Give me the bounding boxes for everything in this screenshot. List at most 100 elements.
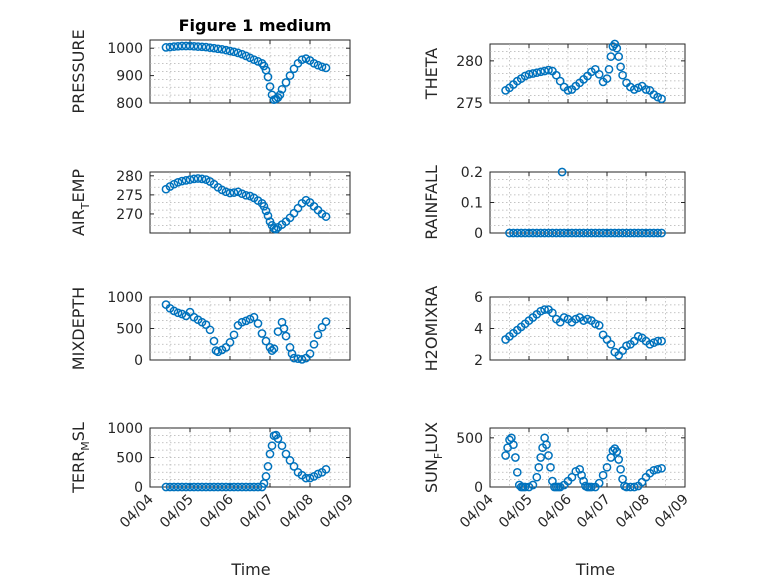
data-point [313, 469, 323, 479]
x-tick-label: 04/04 [117, 491, 157, 531]
data-point [225, 338, 235, 347]
data-point [181, 41, 191, 51]
data-point [305, 473, 315, 483]
data-point [263, 72, 273, 82]
y-tick-label: 500 [116, 322, 143, 338]
data-point [536, 306, 546, 316]
data-point [614, 455, 624, 464]
y-tick-label: 0 [134, 353, 143, 369]
data-point [237, 49, 247, 59]
data-point [594, 321, 604, 330]
x-tick-label: 04/04 [457, 491, 497, 531]
data-point [225, 482, 235, 492]
data-point [177, 176, 187, 186]
data-point [173, 308, 183, 318]
data-point [197, 174, 207, 184]
x-tick-label: 04/05 [157, 492, 197, 532]
data-point [289, 353, 299, 363]
data-point [594, 69, 604, 79]
grid-lines [490, 172, 685, 233]
data-point [263, 462, 273, 471]
y-tick-label: 800 [116, 96, 143, 112]
data-point [193, 482, 203, 492]
data-point [233, 482, 243, 492]
data-point [261, 472, 271, 481]
subplot-7: 0 500 1000 TERRMSL 04/04 04/05 04/06 04/07 04/08… [69, 421, 357, 579]
data-point [193, 174, 203, 183]
data-point [598, 470, 608, 480]
data-point [213, 44, 223, 54]
subplot-4: 0 0.1 0.2 RAINFALL [422, 165, 686, 242]
data-point [657, 336, 666, 346]
data-point [313, 330, 323, 340]
data-series [161, 300, 331, 364]
data-point [233, 48, 243, 58]
data-series [501, 39, 666, 104]
data-point [571, 314, 581, 324]
x-tick-label: 04/07 [237, 492, 277, 532]
data-point [249, 482, 259, 492]
y-tick-label: 275 [116, 188, 143, 204]
y-tick-label: 0 [474, 226, 483, 242]
y-axis-label: AIRTEMP [69, 169, 92, 236]
data-point [221, 45, 231, 55]
x-tick-label: 04/08 [277, 492, 317, 532]
subplot-2: 275 280 THETA [422, 39, 686, 112]
y-tick-label: 0.1 [461, 196, 483, 212]
data-point [185, 175, 195, 184]
data-point [285, 71, 295, 80]
data-point [629, 482, 639, 492]
data-point [559, 313, 569, 322]
data-point [209, 482, 219, 492]
chart-title: Figure 1 medium [179, 16, 332, 35]
data-point [205, 482, 215, 492]
grid-lines [490, 297, 685, 360]
data-point [181, 482, 191, 492]
data-point [197, 482, 207, 492]
data-series [501, 433, 666, 492]
data-point [173, 41, 183, 51]
y-tick-label: 2 [474, 353, 483, 369]
subplot-5: 0 500 1000 MIXDEPTH [69, 287, 351, 370]
data-point [201, 42, 211, 52]
data-point [606, 339, 616, 349]
data-point [265, 449, 275, 459]
data-point [616, 62, 625, 72]
data-series [161, 430, 331, 492]
data-point [289, 462, 299, 471]
data-point [594, 478, 604, 488]
data-point [177, 41, 187, 51]
data-point [201, 482, 211, 492]
data-point [189, 41, 199, 51]
data-point [653, 336, 663, 346]
x-tick-label: 04/09 [652, 492, 692, 532]
y-tick-label: 6 [474, 290, 483, 306]
data-point [579, 476, 588, 486]
data-point [528, 480, 538, 490]
data-point [165, 42, 175, 52]
data-point [237, 189, 247, 199]
data-point [305, 349, 315, 359]
data-point [275, 90, 285, 100]
data-point [542, 440, 551, 450]
data-point [313, 60, 323, 70]
y-axis-label: H2OMIXRA [422, 286, 441, 372]
data-point [261, 336, 271, 346]
data-point [185, 41, 195, 51]
data-point [237, 482, 247, 492]
data-point [225, 188, 235, 198]
subplot-3: 270 275 280 AIRTEMP [69, 169, 351, 236]
data-series [161, 41, 331, 105]
data-series [161, 174, 331, 234]
data-point [217, 44, 227, 54]
data-point [317, 62, 327, 72]
grid-lines [150, 172, 350, 233]
data-point [301, 473, 311, 483]
data-point [221, 187, 231, 197]
data-point [259, 61, 269, 71]
data-point [263, 211, 273, 221]
data-point [269, 344, 279, 354]
y-tick-label: 0 [134, 480, 143, 496]
data-point [567, 472, 577, 482]
